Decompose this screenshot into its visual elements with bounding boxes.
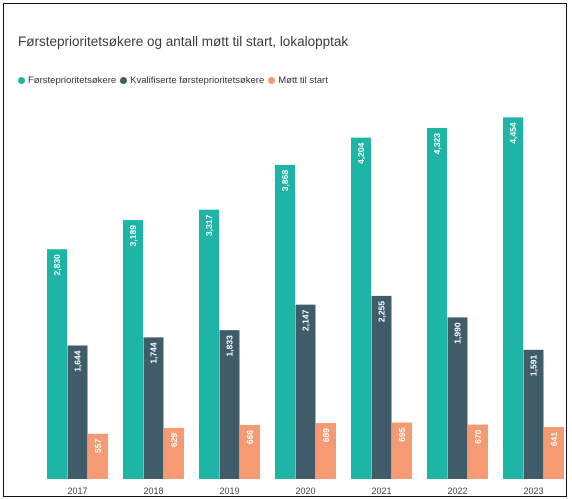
chart-title: Førsteprioritetsøkere og antall møtt til… [18, 34, 349, 49]
bar-2019-series-2 [240, 424, 260, 479]
x-tick-label-2021: 2021 [371, 486, 391, 496]
data-label-2021-series-0: 4,204 [356, 142, 366, 164]
data-label-2019-series-0: 3,317 [204, 214, 214, 236]
data-label-2021-series-1: 2,255 [377, 301, 387, 323]
legend-item-series-2: Møtt til start [268, 75, 328, 86]
x-tick-label-2019: 2019 [219, 486, 239, 496]
data-label-2022-series-2: 670 [473, 429, 483, 443]
legend-marker-series-1 [120, 77, 128, 84]
bar-2017-series-0 [47, 249, 67, 479]
bar-2018-series-2 [164, 427, 184, 479]
bar-2018-series-0 [123, 220, 143, 479]
data-label-2019-series-1: 1,833 [225, 335, 235, 357]
data-label-2023-series-0: 4,454 [508, 122, 518, 144]
data-label-2019-series-2: 666 [245, 430, 255, 444]
bar-2020-series-1 [295, 304, 316, 479]
chart-legend: Førsteprioritetsøkere Kvalifiserte først… [18, 75, 332, 86]
legend-label-series-0: Førsteprioritetsøkere [28, 75, 117, 86]
data-label-2018-series-0: 3,189 [128, 225, 138, 247]
x-tick-label-2017: 2017 [67, 486, 87, 496]
bar-2017-series-1 [67, 345, 88, 479]
data-label-2018-series-2: 629 [169, 433, 179, 447]
data-label-2022-series-0: 4,323 [432, 133, 442, 155]
data-label-2020-series-1: 2,147 [301, 309, 311, 331]
data-label-2018-series-1: 1,744 [149, 342, 159, 364]
bar-2023-series-0 [503, 117, 523, 479]
x-tick-label-2018: 2018 [143, 486, 163, 496]
data-label-2017-series-0: 2,830 [52, 254, 62, 276]
legend-item-series-0: Førsteprioritetsøkere [18, 75, 116, 86]
bar-2019-series-0 [199, 209, 219, 479]
data-label-2021-series-2: 695 [397, 427, 407, 441]
legend-label-series-2: Møtt til start [278, 75, 328, 86]
bar-2022-series-0 [427, 127, 447, 479]
bar-2019-series-1 [219, 330, 240, 479]
data-label-2023-series-1: 1,591 [529, 355, 539, 377]
bar-2023-series-2 [544, 426, 564, 479]
bar-2022-series-2 [468, 424, 488, 479]
bar-2017-series-2 [88, 433, 108, 479]
data-label-2023-series-2: 641 [549, 432, 559, 446]
bar-2021-series-0 [351, 137, 371, 479]
bar-2020-series-0 [275, 164, 295, 479]
bar-2022-series-1 [447, 317, 468, 479]
bar-2018-series-1 [143, 337, 164, 479]
bar-2021-series-2 [392, 422, 412, 479]
bar-2020-series-2 [316, 423, 336, 479]
x-tick-label-2022: 2022 [447, 486, 467, 496]
legend-marker-series-2 [268, 77, 276, 84]
x-tick-label-2023: 2023 [523, 486, 543, 496]
data-label-2022-series-1: 1,990 [453, 322, 463, 344]
legend-item-series-1: Kvalifiserte førsteprioritetsøkere [120, 75, 264, 86]
legend-marker-series-0 [18, 77, 25, 84]
data-label-2020-series-2: 689 [321, 428, 331, 442]
data-label-2017-series-2: 557 [93, 439, 103, 453]
data-label-2017-series-1: 1,644 [73, 350, 83, 372]
bar-2021-series-1 [371, 295, 392, 479]
bar-2023-series-1 [523, 349, 544, 479]
legend-label-series-1: Kvalifiserte førsteprioritetsøkere [130, 75, 265, 86]
x-tick-label-2020: 2020 [295, 486, 315, 496]
data-label-2020-series-0: 3,868 [280, 170, 290, 192]
